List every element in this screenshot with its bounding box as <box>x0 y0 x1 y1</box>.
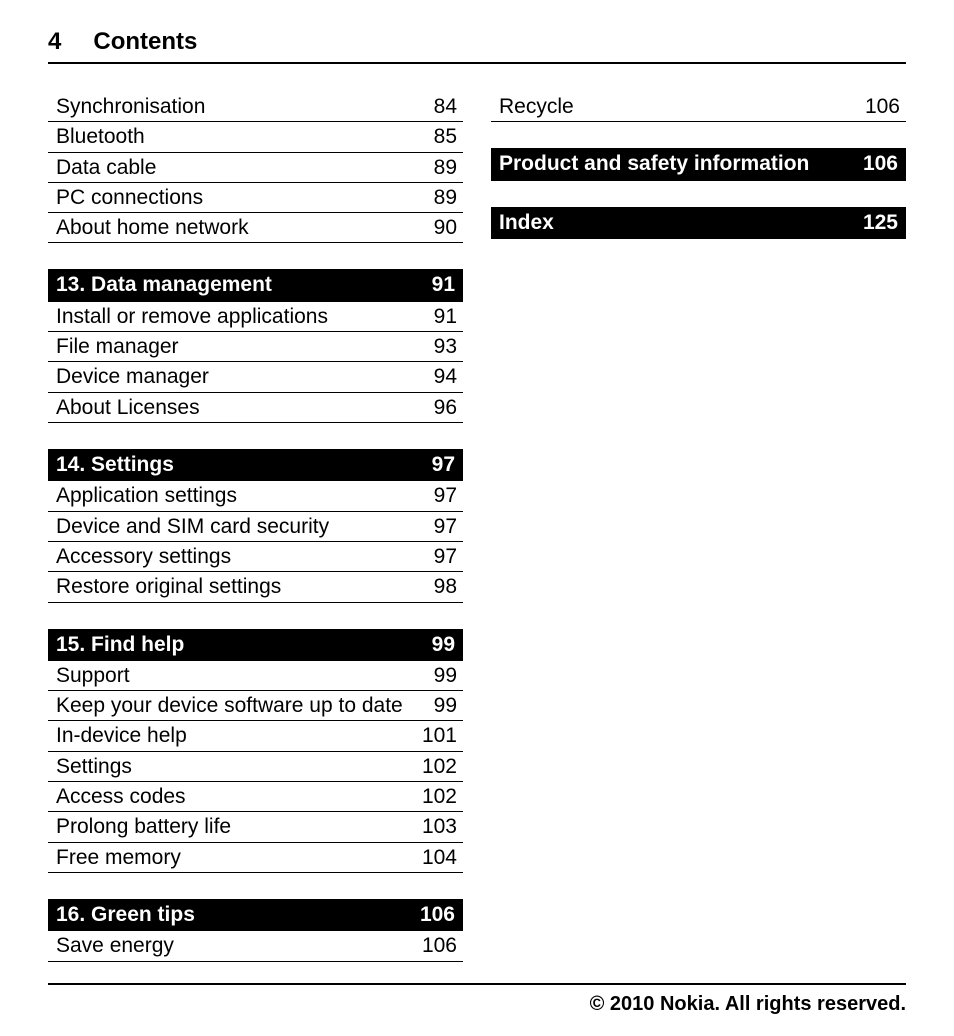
toc-page: 98 <box>413 573 457 600</box>
toc-section-header: 16. Green tips 106 <box>48 899 463 931</box>
toc-label: Data cable <box>56 154 413 181</box>
spacer <box>48 423 463 449</box>
toc-page: 96 <box>413 394 457 421</box>
toc-label: In-device help <box>56 722 413 749</box>
toc-row: Free memory 104 <box>48 843 463 873</box>
toc-section-title: Index <box>499 209 554 237</box>
toc-row: About home network 90 <box>48 213 463 243</box>
toc-label: Settings <box>56 753 413 780</box>
toc-row: Install or remove applications 91 <box>48 302 463 332</box>
copyright-text: © 2010 Nokia. All rights reserved. <box>590 993 906 1015</box>
toc-page: 106 <box>413 932 457 959</box>
toc-row: Data cable 89 <box>48 153 463 183</box>
toc-page: 104 <box>413 844 457 871</box>
toc-column-2: Recycle 106 Product and safety informati… <box>491 92 906 963</box>
toc-page: 102 <box>413 753 457 780</box>
toc-label: Support <box>56 662 413 689</box>
toc-row: Restore original settings 98 <box>48 572 463 602</box>
toc-row: Settings 102 <box>48 752 463 782</box>
toc-section-page: 91 <box>411 271 455 299</box>
page-header: 4 Contents <box>48 28 906 64</box>
toc-row: Synchronisation 84 <box>48 92 463 122</box>
toc-page: 99 <box>413 662 457 689</box>
toc-row: Recycle 106 <box>491 92 906 122</box>
toc-section-header: Index 125 <box>491 207 906 239</box>
toc-section-page: 106 <box>854 150 898 178</box>
toc-label: Save energy <box>56 932 413 959</box>
toc-page: 102 <box>413 783 457 810</box>
toc-page: 85 <box>413 123 457 150</box>
spacer <box>491 181 906 207</box>
toc-row: About Licenses 96 <box>48 393 463 423</box>
toc-label: Install or remove applications <box>56 303 413 330</box>
toc-label: Application settings <box>56 482 413 509</box>
toc-label: Restore original settings <box>56 573 413 600</box>
toc-row: Support 99 <box>48 661 463 691</box>
toc-page: 99 <box>413 692 457 719</box>
toc-label: Prolong battery life <box>56 813 413 840</box>
toc-label: Access codes <box>56 783 413 810</box>
toc-label: Free memory <box>56 844 413 871</box>
toc-row: PC connections 89 <box>48 183 463 213</box>
toc-section-page: 106 <box>411 901 455 929</box>
toc-columns: Synchronisation 84 Bluetooth 85 Data cab… <box>48 92 906 963</box>
toc-row: File manager 93 <box>48 332 463 362</box>
toc-section-page: 97 <box>411 451 455 479</box>
toc-page: 91 <box>413 303 457 330</box>
page-number: 4 <box>48 28 61 56</box>
toc-page: 94 <box>413 363 457 390</box>
toc-label: Device and SIM card security <box>56 513 413 540</box>
toc-row: Device manager 94 <box>48 362 463 392</box>
page-footer: © 2010 Nokia. All rights reserved. <box>48 983 906 1016</box>
toc-page: 103 <box>413 813 457 840</box>
toc-row: Bluetooth 85 <box>48 122 463 152</box>
toc-page: 101 <box>413 722 457 749</box>
toc-page: 89 <box>413 184 457 211</box>
toc-label: About home network <box>56 214 413 241</box>
toc-page: 84 <box>413 93 457 120</box>
toc-section-header: 15. Find help 99 <box>48 629 463 661</box>
toc-label: Bluetooth <box>56 123 413 150</box>
toc-page: 90 <box>413 214 457 241</box>
toc-row: Access codes 102 <box>48 782 463 812</box>
toc-label: About Licenses <box>56 394 413 421</box>
toc-label: Keep your device software up to date <box>56 692 413 719</box>
spacer <box>48 603 463 629</box>
spacer <box>48 873 463 899</box>
toc-label: Synchronisation <box>56 93 413 120</box>
toc-row: Keep your device software up to date 99 <box>48 691 463 721</box>
toc-label: Device manager <box>56 363 413 390</box>
toc-column-1: Synchronisation 84 Bluetooth 85 Data cab… <box>48 92 463 963</box>
toc-row: Application settings 97 <box>48 481 463 511</box>
toc-section-title: 14. Settings <box>56 451 174 479</box>
toc-row: Device and SIM card security 97 <box>48 512 463 542</box>
toc-page: 97 <box>413 482 457 509</box>
toc-row: In-device help 101 <box>48 721 463 751</box>
toc-section-page: 99 <box>411 631 455 659</box>
toc-section-header: Product and safety information 106 <box>491 148 906 180</box>
toc-page: 93 <box>413 333 457 360</box>
toc-page: 89 <box>413 154 457 181</box>
toc-section-page: 125 <box>854 209 898 237</box>
toc-page: 97 <box>413 543 457 570</box>
toc-row: Prolong battery life 103 <box>48 812 463 842</box>
toc-section-title: 15. Find help <box>56 631 184 659</box>
toc-label: File manager <box>56 333 413 360</box>
toc-section-header: 14. Settings 97 <box>48 449 463 481</box>
toc-row: Save energy 106 <box>48 931 463 961</box>
toc-label: Recycle <box>499 93 856 120</box>
toc-page: 106 <box>856 93 900 120</box>
toc-section-title: 13. Data management <box>56 271 272 299</box>
toc-section-header: 13. Data management 91 <box>48 269 463 301</box>
page-title: Contents <box>93 28 197 56</box>
toc-label: Accessory settings <box>56 543 413 570</box>
spacer <box>48 243 463 269</box>
toc-row: Accessory settings 97 <box>48 542 463 572</box>
toc-section-title: Product and safety information <box>499 150 809 178</box>
spacer <box>491 122 906 148</box>
toc-page: 97 <box>413 513 457 540</box>
toc-section-title: 16. Green tips <box>56 901 195 929</box>
toc-label: PC connections <box>56 184 413 211</box>
